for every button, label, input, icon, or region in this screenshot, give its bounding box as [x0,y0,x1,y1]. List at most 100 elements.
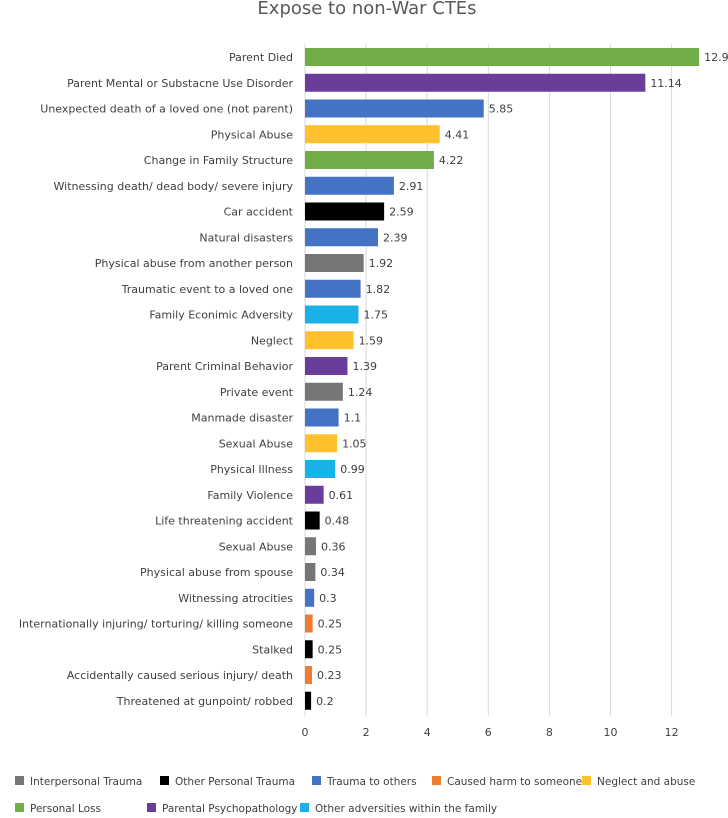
legend-swatch [432,776,441,785]
value-label: 0.99 [340,463,365,476]
value-label: 1.24 [348,386,373,399]
bar [305,357,348,375]
value-label: 11.14 [650,77,682,90]
bar [305,254,364,272]
value-label: 2.91 [399,180,424,193]
value-label: 1.92 [369,257,394,270]
x-tick-label: 6 [485,726,492,739]
value-label: 0.2 [316,695,334,708]
bar [305,331,354,350]
value-label: 2.39 [383,231,408,244]
legend-swatch [312,776,321,785]
value-label: 0.34 [320,566,345,579]
chart-title: Expose to non-War CTEs [257,0,476,19]
legend-label: Neglect and abuse [597,776,695,788]
legend-label: Parental Psychopathology [162,803,298,815]
bar [305,125,440,144]
bar [305,666,313,684]
x-tick-label: 2 [363,726,370,739]
value-label: 1.1 [344,412,362,425]
value-label: 2.59 [389,206,414,219]
x-tick-label: 10 [604,726,618,739]
category-label: Witnessing death/ dead body/ severe inju… [54,180,294,193]
x-tick-label: 8 [546,726,553,739]
bar [305,382,343,401]
bar [305,588,315,607]
value-label: 0.25 [318,643,343,656]
category-label: Stalked [252,643,293,656]
bar [305,228,379,247]
category-label: Physical abuse from spouse [140,566,293,579]
value-label: 0.3 [319,592,337,605]
category-label: Private event [220,386,294,399]
category-label: Accidentally caused serious injury/ deat… [67,669,293,682]
category-label: Change in Family Structure [144,154,293,167]
category-label: Physical Abuse [211,128,293,141]
x-tick-label: 4 [424,726,431,739]
x-axis-ticks: 0 2 4 6 8 10 12 [302,726,679,739]
bar [305,408,339,427]
x-tick-label: 0 [302,726,309,739]
legend-label: Other adversities within the family [315,803,497,815]
category-label: Witnessing atrocities [178,592,293,605]
category-labels: Parent Died 12.9 Parent Mental or Substacn… [19,51,728,708]
legend: Interpersonal Trauma Other Personal Traum… [15,776,695,815]
bar [305,48,700,66]
legend-label: Personal Loss [30,803,101,815]
value-label: 0.36 [321,540,346,553]
x-tick-label: 12 [665,726,679,739]
legend-swatch [15,776,24,785]
category-label: Natural disasters [199,231,293,244]
bar [305,151,434,169]
category-label: Neglect [251,334,294,347]
value-label: 0.25 [318,618,343,631]
value-label: 1.75 [363,309,388,322]
value-label: 4.22 [439,154,464,167]
gridlines [304,44,673,716]
bar [305,640,313,659]
bar [305,485,324,504]
value-label: 0.23 [317,669,342,682]
legend-label: Trauma to others [326,776,417,788]
bar [305,511,320,530]
category-label: Family Violence [207,489,293,502]
legend-swatch [147,803,156,812]
category-label: Family Econimic Adversity [149,309,293,322]
legend-label: Interpersonal Trauma [30,776,142,788]
bars [305,48,700,710]
value-label: 1.82 [366,283,391,296]
value-label: 4.41 [445,128,470,141]
legend-swatch [15,803,24,812]
category-label: Parent Mental or Substacne Use Disorder [67,77,293,90]
value-label: 0.61 [329,489,354,502]
bar [305,305,359,324]
bar [305,73,646,92]
category-label: Internationally injuring/ torturing/ kil… [19,618,293,631]
legend-swatch [160,776,169,785]
bar [305,460,336,478]
bar [305,691,312,710]
bar [305,537,316,556]
category-label: Life threatening accident [155,515,294,528]
value-label: 1.05 [342,437,367,450]
bar [305,202,385,221]
bar [305,563,316,581]
bar [305,434,338,453]
category-label: Threatened at gunpoint/ robbed [116,695,293,708]
category-label: Unexpected death of a loved one (not par… [40,103,293,116]
legend-swatch [582,776,591,785]
category-label: Physical Illness [210,463,293,476]
value-label: 0.48 [325,515,350,528]
category-label: Parent Died [229,51,293,64]
category-label: Sexual Abuse [219,540,294,553]
bar [305,99,484,118]
legend-swatch [300,803,309,812]
legend-label: Caused harm to someone [447,776,582,788]
bar [305,614,313,633]
category-label: Manmade disaster [191,412,293,425]
value-label: 1.39 [352,360,377,373]
value-label: 5.85 [489,103,514,116]
category-label: Traumatic event to a loved one [121,283,294,296]
category-label: Physical abuse from another person [95,257,293,270]
